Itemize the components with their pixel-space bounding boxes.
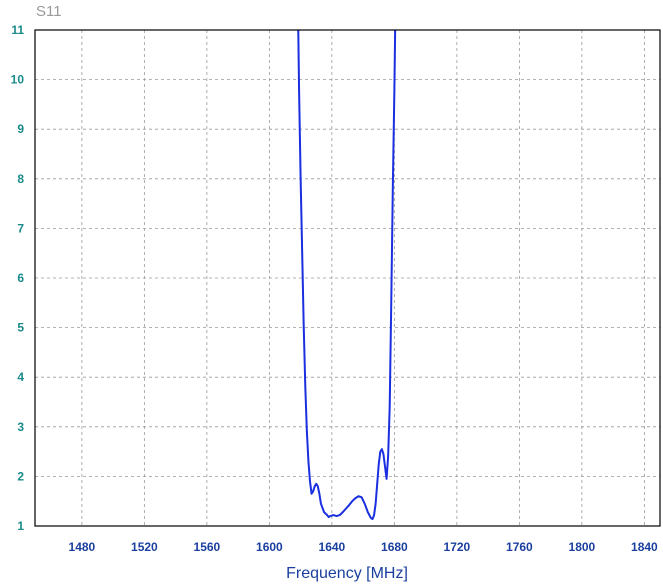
x-tick-label: 1760 <box>506 540 533 554</box>
y-tick-label: 6 <box>17 271 24 285</box>
chart-title: S11 <box>36 3 62 20</box>
y-tick-label: 7 <box>17 221 24 235</box>
x-tick-labels: 1480 1520 1560 1600 1640 1680 1720 1760 1800 1840 <box>69 540 659 554</box>
y-tick-label: 11 <box>11 23 24 37</box>
x-tick-label: 1840 <box>631 540 658 554</box>
y-tick-label: 8 <box>17 172 24 186</box>
y-tick-label: 2 <box>17 469 24 483</box>
series-group <box>297 29 397 521</box>
x-tick-label: 1680 <box>381 540 408 554</box>
y-tick-label: 3 <box>17 420 24 434</box>
y-tick-labels: 1 2 3 4 5 6 7 8 9 10 11 <box>11 23 25 533</box>
x-tick-label: 1720 <box>444 540 471 554</box>
y-tick-label: 5 <box>17 321 24 335</box>
y-tick-label: 10 <box>11 73 25 87</box>
plot-frame <box>34 29 661 527</box>
s11-line <box>297 29 397 521</box>
x-tick-label: 1520 <box>131 540 158 554</box>
y-tick-label: 1 <box>17 519 24 533</box>
x-tick-label: 1800 <box>569 540 596 554</box>
x-tick-label: 1600 <box>256 540 283 554</box>
y-tick-label: 9 <box>17 122 24 136</box>
grid <box>35 30 660 526</box>
x-tick-label: 1640 <box>319 540 346 554</box>
y-tick-label: 4 <box>17 370 24 384</box>
x-tick-label: 1480 <box>69 540 96 554</box>
x-axis-label: Frequency [MHz] <box>286 565 408 582</box>
x-tick-label: 1560 <box>194 540 221 554</box>
